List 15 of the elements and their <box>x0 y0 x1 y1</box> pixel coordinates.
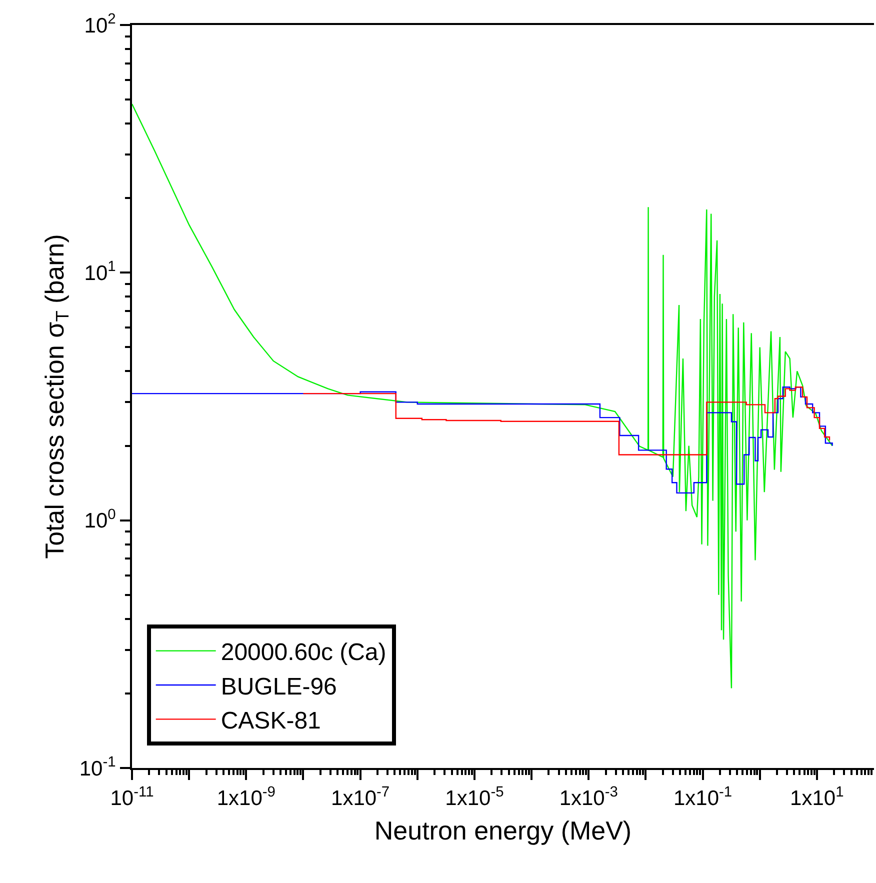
legend-label: CASK-81 <box>220 708 321 735</box>
x-axis-title: Neutron energy (MeV) <box>374 815 632 846</box>
x-tick-label: 1x10$^{-9}$ <box>216 784 276 810</box>
x-tick-label: 1x10$^{-7}$ <box>331 784 390 810</box>
y-tick-label: 10$^{-1}$ <box>79 754 116 780</box>
legend-label: 20000.60c (Ca) <box>220 639 386 666</box>
x-tick-label: 1x10$^{1}$ <box>790 784 844 810</box>
x-tick-label: 1x10$^{-5}$ <box>445 784 504 810</box>
y-tick-label: 10$^{0}$ <box>84 506 116 533</box>
y-tick-label: 10$^{2}$ <box>84 12 116 38</box>
y-tick-label: 10$^{1}$ <box>84 259 116 286</box>
x-tick-label: 1x10$^{-3}$ <box>559 784 618 810</box>
legend-label: BUGLE-96 <box>220 673 337 700</box>
x-tick-label: 1x10$^{-1}$ <box>673 784 732 810</box>
x-tick-label: 10$^{-11}$ <box>110 784 154 810</box>
